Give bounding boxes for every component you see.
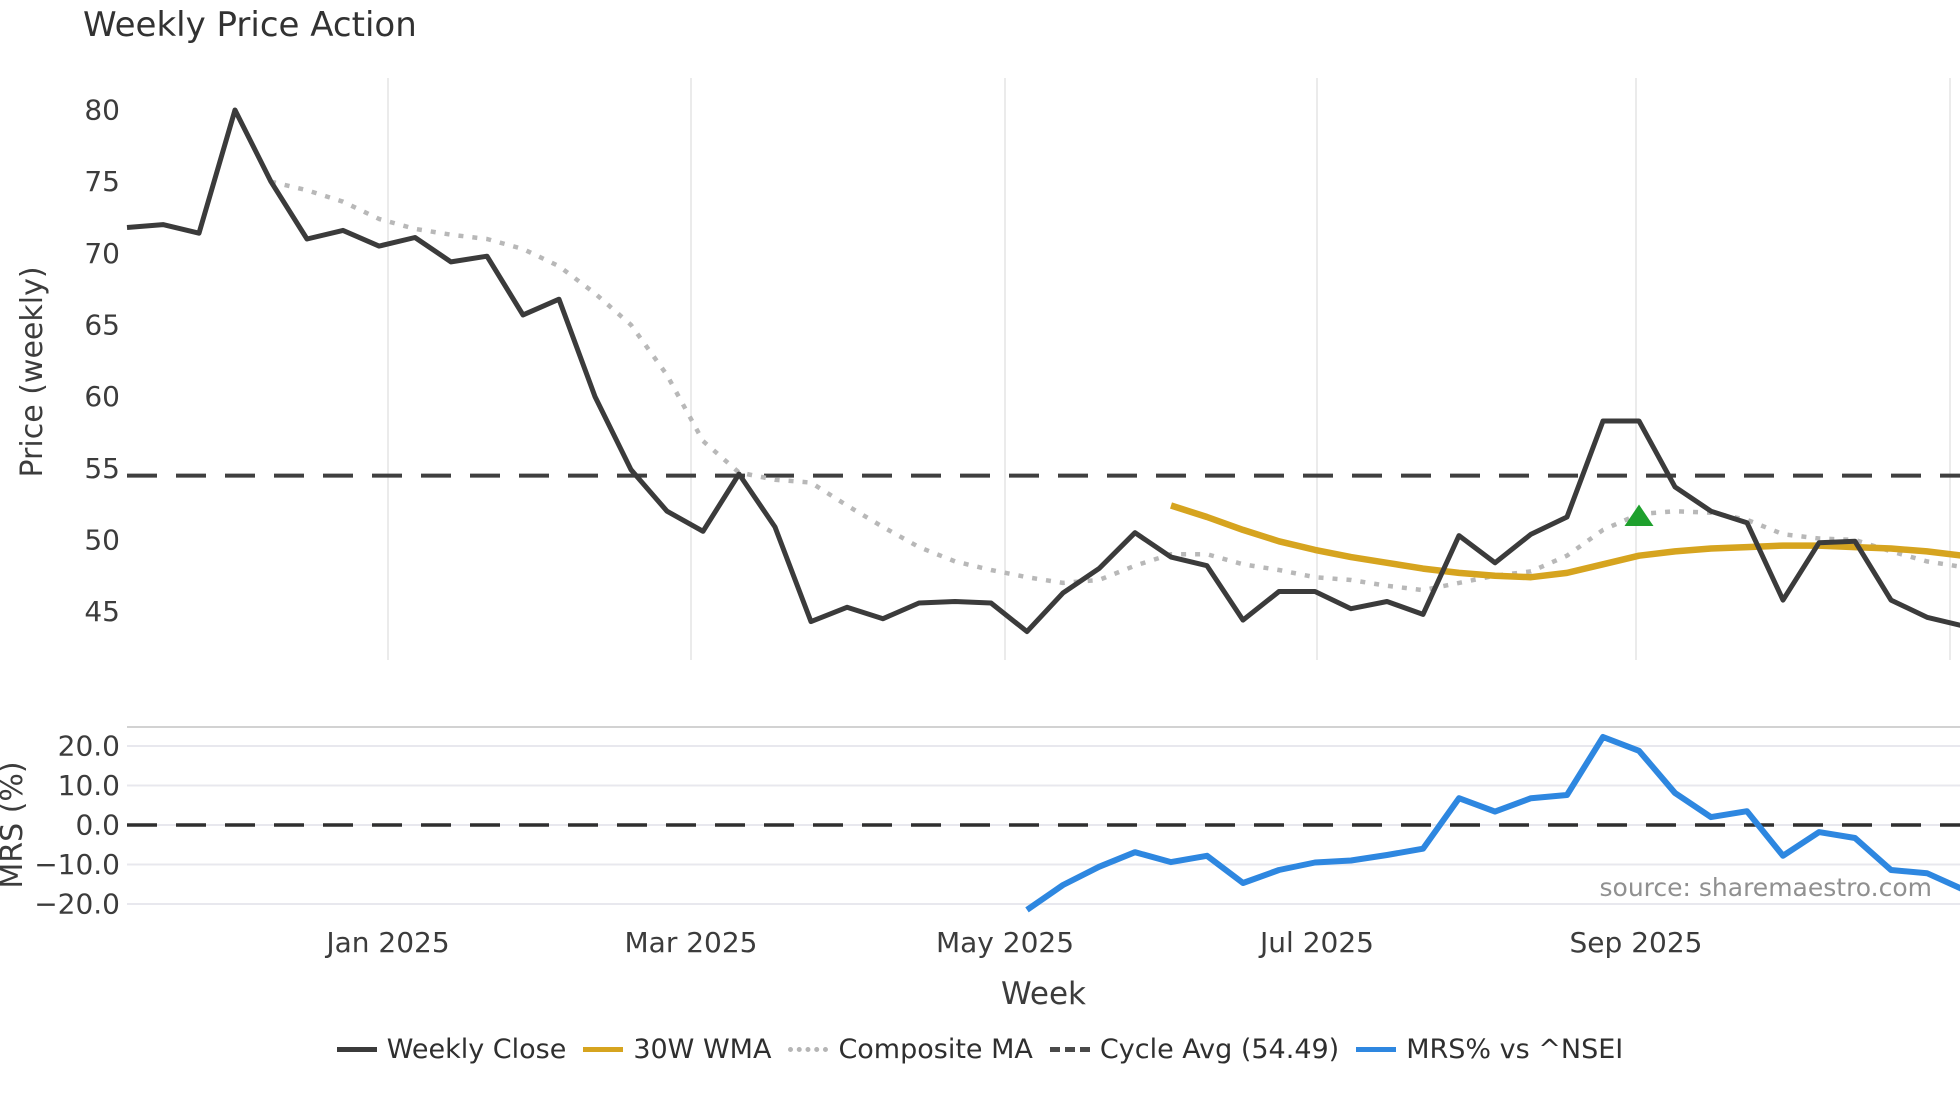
legend-item-mrs-vs-nsei: MRS% vs ^NSEI — [1356, 1034, 1623, 1065]
price-ytick-label: 75 — [84, 165, 120, 198]
composite-ma-line — [270, 179, 1960, 593]
month-tick-label: Jan 2025 — [324, 926, 449, 959]
legend-item-cycle-avg-54-49: Cycle Avg (54.49) — [1049, 1034, 1340, 1065]
price-ytick-label: 45 — [84, 595, 120, 628]
source-watermark: source: sharemaestro.com — [1600, 873, 1933, 902]
legend-label: Composite MA — [838, 1034, 1033, 1065]
price-ytick-label: 60 — [84, 380, 120, 413]
legend-swatch-icon — [1049, 1047, 1090, 1052]
mrs-ytick-label: 0.0 — [75, 809, 120, 842]
legend-swatch-icon — [583, 1047, 624, 1052]
legend-label: Cycle Avg (54.49) — [1099, 1034, 1340, 1065]
month-tick-label: May 2025 — [936, 926, 1074, 959]
mrs-ytick-label: 20.0 — [58, 730, 120, 763]
legend-swatch-icon — [788, 1047, 829, 1052]
mrs-ytick-label: −20.0 — [34, 888, 120, 921]
price-ytick-label: 80 — [84, 94, 120, 127]
legend-label: Weekly Close — [386, 1034, 567, 1065]
price-axis-label: Price (weekly) — [15, 266, 50, 477]
legend-label: 30W WMA — [633, 1034, 772, 1065]
buy-signal-triangle-icon — [1624, 504, 1654, 527]
month-tick-label: Jul 2025 — [1258, 926, 1374, 959]
mrs-axis-label: MRS (%) — [0, 761, 30, 888]
legend-swatch-icon — [1356, 1047, 1397, 1052]
legend-label: MRS% vs ^NSEI — [1406, 1034, 1624, 1065]
legend: Weekly Close 30W WMA Composite MA Cycle Avg… — [0, 1034, 1960, 1065]
legend-swatch-icon — [336, 1047, 377, 1052]
wma-30w-line — [1170, 502, 1960, 581]
chart-title: Weekly Price Action — [83, 5, 417, 45]
month-tick-label: Mar 2025 — [625, 926, 758, 959]
month-tick-label: Sep 2025 — [1570, 926, 1703, 959]
price-ytick-label: 65 — [84, 308, 120, 341]
price-ytick-label: 70 — [84, 237, 120, 270]
mrs-ytick-label: −10.0 — [34, 848, 120, 881]
legend-item-30w-wma: 30W WMA — [583, 1034, 771, 1065]
mrs-line — [1025, 734, 1960, 913]
price-ytick-label: 55 — [84, 452, 120, 485]
weekly-close-line — [126, 107, 1960, 635]
legend-item-weekly-close: Weekly Close — [336, 1034, 567, 1065]
x-axis-label: Week — [1001, 976, 1086, 1012]
legend-item-composite-ma: Composite MA — [788, 1034, 1033, 1065]
mrs-ytick-label: 10.0 — [58, 769, 120, 802]
price-ytick-label: 50 — [84, 523, 120, 556]
